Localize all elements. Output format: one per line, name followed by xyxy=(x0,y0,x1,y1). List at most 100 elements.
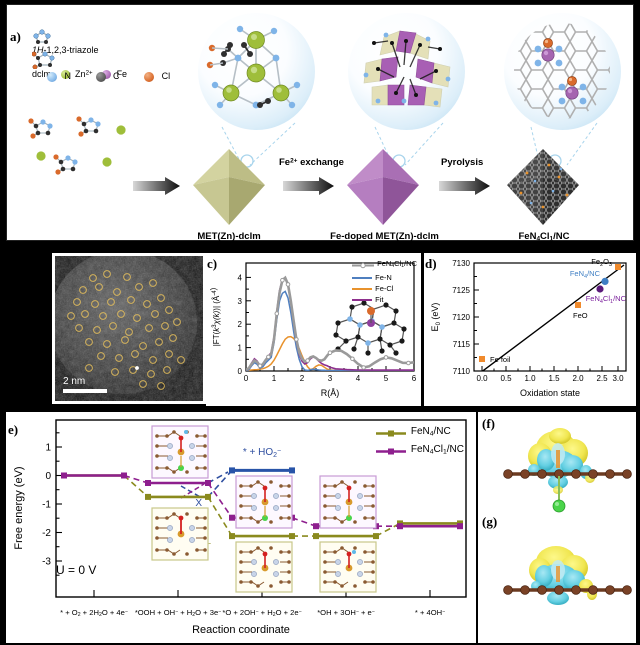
c-ytick-3: 3 xyxy=(238,297,243,306)
d-ytick-7130: 7130 xyxy=(452,259,470,268)
panel-a-synthesis-scheme: a) 1H-1,2,3-triazole dclm Zn2+ xyxy=(6,4,634,243)
precursor-molecules xyxy=(28,116,126,175)
legend-label-fen4cl1-nc: FeN4Cl1/NC xyxy=(410,444,464,456)
e-inset-ooh-top xyxy=(151,425,209,479)
d-label-feo: FeO xyxy=(573,311,588,320)
e-inset-o-top xyxy=(235,475,293,529)
panel-e-tag: e) xyxy=(8,422,19,437)
e-ytick-1: 1 xyxy=(45,443,51,454)
octahedron-met-zn xyxy=(193,149,265,225)
octahedron-fen4cl1-nc xyxy=(507,149,579,225)
d-point-feo xyxy=(575,302,581,308)
d-label-fe-foil: Fe foil xyxy=(490,355,511,364)
d-ytick-7110: 7110 xyxy=(453,367,471,376)
e-inset-oh-bottom xyxy=(319,541,377,593)
legend-label-fe: Fe xyxy=(116,69,128,79)
e-xtick-3: *OH + 3OH− + e− xyxy=(317,608,375,617)
panel-c-legend: FeN4Cl1/NC Fe-N Fe-Cl Fit xyxy=(352,258,417,305)
d-ytick-7120: 7120 xyxy=(452,313,470,322)
e-xtick-labels: * + O2 + 2H2O + 4e− *OOH + OH− + H2O + 3… xyxy=(6,608,476,624)
n-atom-icon xyxy=(47,71,57,82)
legend-dclm: dclm Zn2+ Fe xyxy=(32,49,128,80)
legend-marker-fe-n xyxy=(352,276,373,279)
met-zn-cluster-structure xyxy=(206,25,301,109)
e-data: 2e− X 4e− * + HO2− xyxy=(61,425,463,593)
scalebar-label: 2 nm xyxy=(63,376,86,387)
panel-f-tag: (f) xyxy=(482,416,495,431)
e-xtick-0: * + O2 + 2H2O + 4e− xyxy=(60,608,128,619)
curve-fe-n xyxy=(246,290,414,371)
free-energy-plot: 1 0 -1 -2 -3 Free energy (eV) U = 0 V xyxy=(13,419,467,598)
panel-d-oxidation-state-chart: d) 7110 7115 7120 7125 7130 0.0 0.5 xyxy=(424,253,636,406)
c-atom-icon xyxy=(95,71,106,82)
legend-label-fe-cl: Fe-Cl xyxy=(375,284,394,294)
e-inset-oh-top xyxy=(319,475,377,529)
legend-item-fe-n: Fe-N xyxy=(352,272,417,283)
e-xtick-1: *OOH + OH− + H2O + 3e− xyxy=(134,608,222,619)
e-potential-label: U = 0 V xyxy=(56,563,96,577)
d-label-fen4cl1-nc: FeN4Cl1/NC xyxy=(586,294,627,305)
c-xtick-4: 4 xyxy=(356,374,361,383)
legend-label-dclm: dclm xyxy=(32,69,52,79)
d-xtick-6: 3.0 xyxy=(612,374,624,383)
arrow-2-fe-exchange xyxy=(283,177,334,195)
e-ylabel: Free energy (eV) xyxy=(13,466,25,549)
oxidation-state-plot: 7110 7115 7120 7125 7130 0.0 0.5 1.0 1.5 2… xyxy=(430,257,627,398)
c-xtick-6: 6 xyxy=(412,374,417,383)
d-ytick-7125: 7125 xyxy=(452,286,470,295)
d-xtick-5: 2.5 xyxy=(596,374,608,383)
e-ytick-m2: -2 xyxy=(42,528,51,539)
panel-c-exafs-chart: c) 0 1 2 3 4 0 1 xyxy=(206,253,421,406)
legend-item-experimental: FeN4Cl1/NC xyxy=(352,258,417,272)
stem-micrograph xyxy=(55,256,203,401)
c-xtick-2: 2 xyxy=(300,374,305,383)
legend-marker-fen4cl1-nc xyxy=(375,448,406,455)
e-inset-o-bottom xyxy=(235,541,293,593)
legend-label-fen4-nc: FeN4/NC xyxy=(410,426,451,438)
exafs-plot: 0 1 2 3 4 0 1 2 3 4 5 6 xyxy=(209,262,417,398)
step-label-fen4cl1-nc: FeN4Cl1/NC xyxy=(518,231,570,243)
c-xtick-0: 0 xyxy=(244,374,249,383)
c-xtick-1: 1 xyxy=(272,374,277,383)
dclm-icon xyxy=(32,51,55,69)
d-label-fen4-nc: FeN4/NC xyxy=(570,269,601,280)
cl-atom-icon xyxy=(144,71,155,82)
c-xlabel: R(Å) xyxy=(321,388,340,398)
arrow-3-pyrolysis xyxy=(439,177,490,195)
e-xtick-2: *O + 2OH− + H2O + 2e− xyxy=(222,608,302,619)
panel-a-tag: a) xyxy=(10,29,21,44)
legend-label-c: C xyxy=(113,71,120,81)
charge-density-f xyxy=(503,428,632,513)
d-point-fe-foil xyxy=(479,356,485,362)
scalebar-line xyxy=(63,389,107,393)
c-inset-structure xyxy=(333,300,407,356)
d-xlabel: Oxidation state xyxy=(520,388,580,398)
c-ytick-2: 2 xyxy=(238,320,243,329)
d-xtick-0: 0.0 xyxy=(476,374,488,383)
panel-e-legend: FeN4/NC FeN4Cl1/NC xyxy=(375,424,464,461)
panel-e-free-energy-diagram: e) 1 0 -1 -2 -3 Free energy (eV) U = 0 V xyxy=(6,412,476,643)
legend-marker-experimental xyxy=(352,262,375,268)
stem-content xyxy=(55,256,203,401)
zn-atom-icon xyxy=(60,70,70,80)
e-ytick-m3: -3 xyxy=(42,557,51,568)
c-xtick-5: 5 xyxy=(384,374,389,383)
e-xtick-4: * + 4OH− xyxy=(414,608,446,617)
legend-label-zn: Zn2+ xyxy=(75,69,93,79)
e-xlabel: Reaction coordinate xyxy=(192,624,290,636)
arrow-1 xyxy=(133,177,180,195)
legend-marker-fit xyxy=(352,298,373,301)
c-ytick-0: 0 xyxy=(238,367,243,376)
panel-b-stem-image: 2 nm xyxy=(52,253,206,404)
octahedron-fe-doped xyxy=(347,149,419,225)
c-xtick-3: 3 xyxy=(328,374,333,383)
d-ylabel: E0 (eV) xyxy=(430,303,442,332)
legend-marker-fe-cl xyxy=(352,287,373,290)
e-annotation-ho2: * + HO2− xyxy=(243,447,281,459)
triazole-icon xyxy=(33,29,51,44)
legend-marker-fen4-nc xyxy=(375,430,406,437)
legend-item-fe-cl: Fe-Cl xyxy=(352,283,417,294)
legend-item-fen4cl1-nc: FeN4Cl1/NC xyxy=(375,442,464,460)
d-point-fe2o3 xyxy=(615,264,621,270)
e-ytick-m1: -1 xyxy=(42,500,51,511)
